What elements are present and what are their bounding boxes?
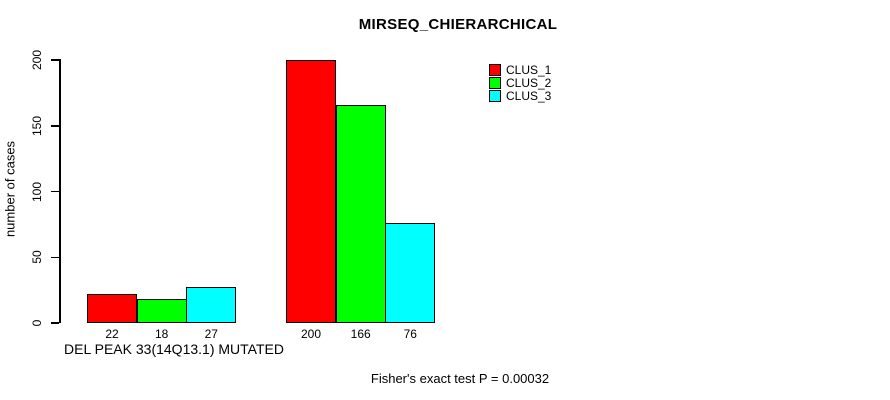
bar-clus_1-group2 (286, 60, 336, 323)
legend-label: CLUS_1 (506, 62, 552, 77)
y-tick-mark (51, 190, 59, 193)
bar-value-label: 76 (403, 327, 417, 341)
legend-row: CLUS_3 (489, 89, 552, 104)
y-tick-mark (51, 59, 59, 61)
y-tick-label: 0 (30, 319, 44, 327)
chart-title: MIRSEQ_CHIERARCHICAL (358, 16, 558, 33)
legend-label: CLUS_2 (506, 76, 552, 91)
bar-clus_2-group1 (136, 299, 187, 323)
legend: CLUS_1 CLUS_2 CLUS_3 (489, 63, 551, 103)
y-tick-label: 200 (30, 49, 44, 71)
y-tick-mark (51, 125, 59, 127)
bar-clus_3-group1 (186, 287, 237, 323)
bar-value-label: 200 (300, 327, 322, 341)
legend-swatch-icon (489, 77, 501, 90)
x-category-label: DEL PEAK 33(14Q13.1) MUTATED (64, 341, 284, 357)
y-axis-label: number of cases (2, 140, 18, 238)
legend-label: CLUS_3 (506, 89, 552, 104)
bar-value-label: 166 (350, 327, 371, 341)
bar-clus_3-group2 (385, 223, 436, 323)
legend-swatch-icon (489, 90, 501, 103)
bar-clus_1-group1 (87, 294, 137, 323)
bar-value-label: 22 (105, 327, 119, 341)
bar-value-label: 18 (154, 327, 169, 341)
y-tick-mark (51, 322, 59, 324)
bar-clus_2-group2 (335, 104, 386, 323)
y-tick-label: 50 (30, 250, 44, 264)
legend-row: CLUS_1 (489, 62, 552, 77)
y-tick-label: 100 (30, 181, 44, 202)
bar-value-label: 27 (204, 327, 218, 341)
y-axis-line (59, 59, 61, 323)
footnote: Fisher's exact test P = 0.00032 (370, 371, 550, 386)
y-tick-label: 150 (30, 115, 44, 136)
legend-swatch-icon (489, 63, 501, 76)
y-tick-mark (51, 256, 59, 258)
legend-row: CLUS_2 (489, 76, 552, 91)
